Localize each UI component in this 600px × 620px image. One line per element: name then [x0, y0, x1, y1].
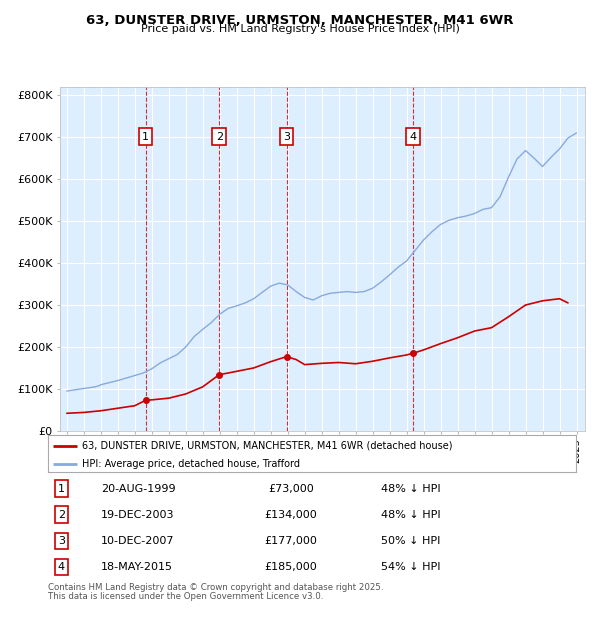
Text: 1: 1	[142, 131, 149, 142]
Text: 1: 1	[58, 484, 65, 494]
Text: 48% ↓ HPI: 48% ↓ HPI	[380, 510, 440, 520]
Text: 63, DUNSTER DRIVE, URMSTON, MANCHESTER, M41 6WR: 63, DUNSTER DRIVE, URMSTON, MANCHESTER, …	[86, 14, 514, 27]
Text: This data is licensed under the Open Government Licence v3.0.: This data is licensed under the Open Gov…	[48, 592, 323, 601]
Text: 3: 3	[283, 131, 290, 142]
Text: £177,000: £177,000	[265, 536, 317, 546]
Text: 19-DEC-2003: 19-DEC-2003	[101, 510, 175, 520]
Text: 3: 3	[58, 536, 65, 546]
Text: 4: 4	[58, 562, 65, 572]
Text: 18-MAY-2015: 18-MAY-2015	[101, 562, 173, 572]
Text: 2: 2	[58, 510, 65, 520]
Text: £185,000: £185,000	[265, 562, 317, 572]
Text: Contains HM Land Registry data © Crown copyright and database right 2025.: Contains HM Land Registry data © Crown c…	[48, 583, 383, 592]
Text: 10-DEC-2007: 10-DEC-2007	[101, 536, 175, 546]
Text: HPI: Average price, detached house, Trafford: HPI: Average price, detached house, Traf…	[82, 459, 301, 469]
Text: 2: 2	[215, 131, 223, 142]
Text: Price paid vs. HM Land Registry's House Price Index (HPI): Price paid vs. HM Land Registry's House …	[140, 24, 460, 33]
Text: 4: 4	[409, 131, 416, 142]
Text: £73,000: £73,000	[268, 484, 314, 494]
Text: 54% ↓ HPI: 54% ↓ HPI	[380, 562, 440, 572]
Text: 48% ↓ HPI: 48% ↓ HPI	[380, 484, 440, 494]
Text: £134,000: £134,000	[265, 510, 317, 520]
Text: 50% ↓ HPI: 50% ↓ HPI	[380, 536, 440, 546]
Text: 20-AUG-1999: 20-AUG-1999	[101, 484, 175, 494]
Text: 63, DUNSTER DRIVE, URMSTON, MANCHESTER, M41 6WR (detached house): 63, DUNSTER DRIVE, URMSTON, MANCHESTER, …	[82, 441, 453, 451]
